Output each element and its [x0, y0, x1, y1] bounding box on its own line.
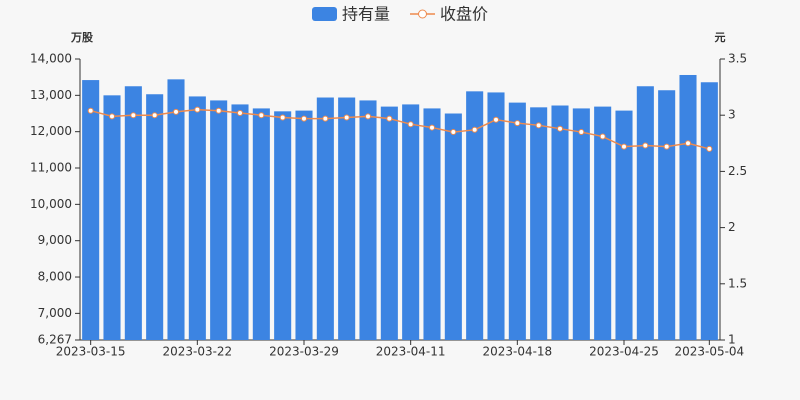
- bar: [508, 102, 526, 340]
- legend-label[interactable]: 收盘价: [440, 5, 488, 24]
- bar: [679, 74, 697, 340]
- line-point: [557, 125, 563, 132]
- bar: [530, 107, 548, 340]
- bar: [466, 91, 484, 341]
- y-tick-label: 10,000: [30, 197, 72, 211]
- bar: [658, 90, 676, 340]
- line-point: [173, 108, 179, 115]
- bar: [402, 104, 420, 341]
- bar: [380, 106, 398, 341]
- y2-tick-label: 1: [728, 333, 736, 347]
- x-tick-label: 2023-03-15: [56, 345, 126, 359]
- legend-swatch: [418, 9, 427, 19]
- line-point: [450, 129, 457, 136]
- bar: [252, 108, 270, 340]
- line-point: [301, 115, 307, 122]
- y-tick-label: 14,000: [30, 52, 72, 66]
- x-tick-label: 2023-04-18: [482, 345, 552, 359]
- bar: [146, 94, 164, 340]
- line-point: [258, 112, 265, 119]
- line-point: [663, 143, 670, 150]
- bar: [124, 86, 142, 340]
- line-point: [493, 116, 499, 123]
- bar: [487, 92, 505, 340]
- bar: [359, 100, 377, 340]
- line-point: [151, 112, 158, 119]
- x-tick-label: 2023-04-11: [376, 345, 446, 359]
- bar: [231, 104, 249, 341]
- line: [90, 108, 710, 150]
- bar: [572, 108, 590, 340]
- line-point: [471, 126, 478, 133]
- bar: [444, 113, 462, 341]
- bar: [636, 86, 654, 340]
- y-tick-label: 8,000: [38, 270, 72, 284]
- line-point: [130, 112, 137, 119]
- line-point: [279, 114, 286, 121]
- y-axis-label: 万股: [70, 31, 94, 44]
- y-tick-label: 6,267: [38, 333, 72, 347]
- y-tick-label: 11,000: [30, 161, 72, 175]
- bar: [274, 111, 292, 341]
- line-point: [599, 133, 606, 140]
- bar: [82, 80, 100, 341]
- line-point: [685, 140, 691, 147]
- line-point: [215, 107, 222, 114]
- line-point: [343, 114, 350, 121]
- y2-axis-label: 元: [715, 31, 726, 44]
- line-point: [535, 122, 542, 129]
- y2-tick-label: 3.5: [728, 52, 747, 66]
- line-point: [578, 129, 585, 136]
- line-point: [514, 120, 521, 127]
- y2-tick-label: 2: [728, 220, 736, 234]
- bar: [700, 82, 718, 341]
- line-point: [407, 121, 414, 128]
- x-tick-label: 2023-03-22: [162, 345, 232, 359]
- line-point: [621, 143, 627, 150]
- line-point: [194, 106, 201, 113]
- y2-tick-label: 3: [728, 108, 736, 122]
- bar: [316, 97, 334, 340]
- x-tick-label: 2023-05-04: [674, 345, 744, 359]
- x-tick-label: 2023-04-25: [589, 345, 659, 359]
- legend-label[interactable]: 持有量: [342, 5, 390, 24]
- y2-tick-label: 2.5: [728, 164, 747, 178]
- bar: [551, 105, 569, 340]
- line-point: [365, 113, 371, 120]
- line-point: [706, 145, 713, 152]
- y-tick-label: 7,000: [38, 306, 72, 320]
- bar: [423, 108, 441, 340]
- y-tick-label: 12,000: [30, 124, 72, 138]
- bar: [167, 79, 185, 340]
- line-point: [386, 115, 393, 122]
- line-point: [642, 142, 649, 149]
- y-tick-label: 13,000: [30, 88, 72, 102]
- y2-tick-label: 1.5: [728, 276, 747, 290]
- bar: [338, 97, 356, 340]
- line-point: [429, 124, 435, 131]
- x-tick-label: 2023-03-29: [269, 345, 339, 359]
- bar: [295, 110, 313, 340]
- legend-swatch: [312, 7, 337, 21]
- bar: [615, 110, 633, 340]
- bar: [188, 96, 206, 340]
- bar: [210, 100, 228, 340]
- line-point: [87, 107, 94, 114]
- line-point: [109, 113, 115, 120]
- line-point: [237, 109, 243, 116]
- bar: [594, 106, 612, 341]
- y-tick-label: 9,000: [38, 233, 72, 247]
- line-point: [322, 115, 329, 122]
- bar: [103, 95, 121, 341]
